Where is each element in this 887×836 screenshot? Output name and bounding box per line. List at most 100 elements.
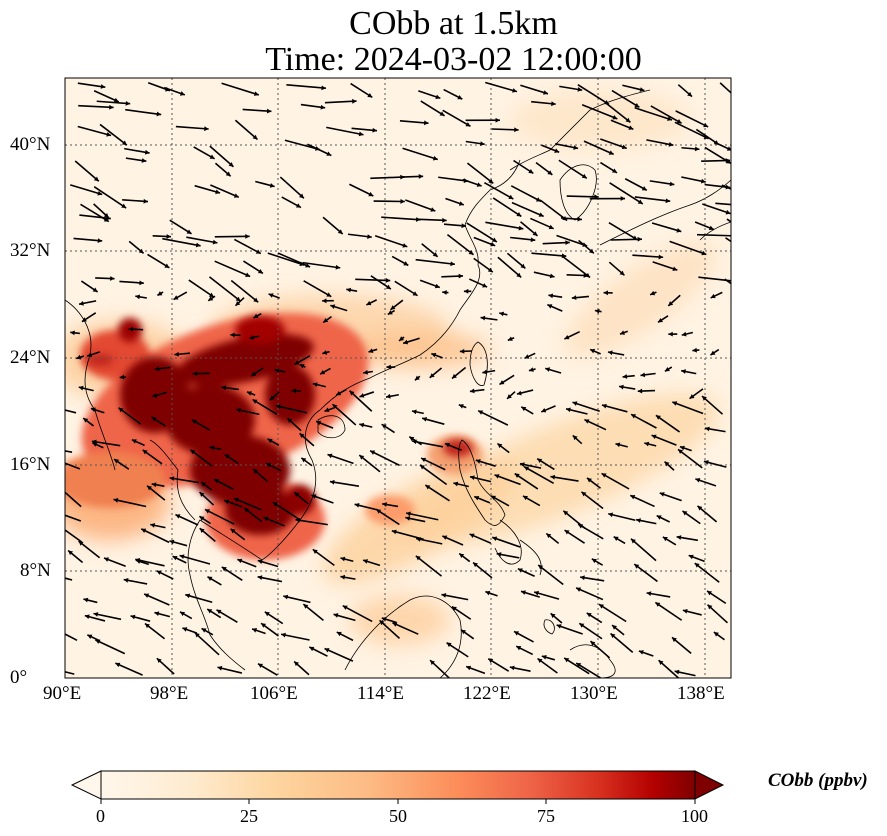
wind-arrow-head	[323, 318, 329, 323]
wind-arrow-head	[312, 549, 318, 554]
wind-arrow-shaft	[188, 279, 215, 298]
wind-arrow-head	[550, 474, 556, 480]
wind-arrow-head	[257, 269, 263, 274]
wind-arrow-shaft	[629, 494, 655, 508]
wind-arrow-head	[45, 404, 50, 409]
wind-arrow-head	[379, 620, 385, 626]
lon-tick-106e: 106°E	[250, 683, 298, 704]
wind-arrow-head	[441, 593, 447, 598]
wind-arrow-head	[545, 367, 551, 372]
wind-arrow-head	[92, 442, 98, 447]
wind-arrow-head	[119, 374, 125, 380]
wind-arrow-head	[532, 231, 538, 236]
wind-arrow-head	[458, 201, 464, 206]
wind-arrow-head	[128, 326, 134, 332]
wind-arrow-head	[432, 155, 438, 161]
wind-arrow-shaft	[326, 126, 364, 136]
wind-arrow-head	[76, 354, 82, 360]
wind-arrow-head	[524, 466, 530, 471]
wind-arrow-head	[598, 604, 604, 609]
wind-arrow-shaft	[275, 404, 308, 414]
wind-arrow-head	[603, 290, 609, 296]
wind-arrow-head	[621, 144, 627, 150]
wind-arrow-shaft	[523, 465, 555, 485]
wind-arrow-shaft	[702, 203, 731, 215]
wind-arrow-head	[681, 369, 686, 374]
wind-arrow-head	[324, 407, 330, 413]
wind-arrow-head	[611, 168, 617, 173]
wind-arrow-shaft	[539, 199, 568, 222]
wind-arrow-shaft	[610, 632, 634, 653]
wind-arrow-shaft	[324, 100, 357, 104]
wind-arrow-shaft	[65, 514, 82, 522]
wind-arrow-head	[412, 439, 417, 445]
wind-arrow-shaft	[65, 670, 75, 675]
wind-arrow-head	[139, 280, 144, 286]
wind-arrow-head	[548, 293, 554, 299]
wind-arrow-shaft	[654, 601, 683, 621]
wind-arrow-head	[294, 360, 300, 365]
wind-arrow-head	[475, 459, 481, 464]
wind-arrow-head	[327, 453, 333, 459]
wind-arrow-head	[638, 650, 644, 655]
wind-arrow-head	[453, 481, 459, 487]
wind-arrow-head	[634, 102, 640, 108]
wind-arrow-head	[655, 602, 661, 607]
wind-arrow-head	[667, 116, 673, 121]
wind-arrow-shaft	[415, 537, 443, 545]
wind-arrow-head	[58, 460, 63, 464]
wind-arrow-head	[485, 590, 491, 596]
wind-arrow-head	[261, 623, 267, 628]
wind-arrow-head	[253, 313, 259, 319]
wind-arrow-shaft	[634, 196, 671, 203]
wind-arrow-head	[332, 404, 338, 409]
wind-arrow-shaft	[608, 222, 638, 241]
wind-arrow-head	[324, 648, 330, 653]
wind-arrow-head	[566, 407, 571, 413]
wind-arrow-head	[646, 591, 652, 596]
wind-arrow-head	[320, 104, 326, 110]
wind-arrow-head	[179, 554, 185, 560]
wind-arrow-head	[412, 291, 418, 296]
wind-arrow-head	[490, 495, 496, 501]
wind-arrow-shaft	[286, 84, 327, 90]
wind-arrow-shaft	[295, 518, 328, 526]
wind-arrow-head	[381, 616, 387, 622]
wind-arrow-shaft	[609, 182, 644, 205]
wind-arrow-head	[637, 199, 643, 204]
wind-arrow-head	[445, 442, 450, 448]
wind-arrow-head	[295, 203, 301, 208]
wind-arrow-head	[591, 558, 597, 564]
wind-arrow-head	[299, 193, 304, 199]
wind-arrow-head	[199, 516, 205, 521]
wind-arrow-head	[186, 229, 192, 234]
wind-arrow-head	[581, 173, 587, 179]
wind-arrow-head	[564, 530, 570, 535]
wind-arrow-head	[268, 293, 274, 298]
wind-arrow-shaft	[577, 523, 604, 540]
wind-arrow-head	[708, 225, 714, 231]
wind-arrow-head	[366, 300, 372, 306]
wind-arrow-head	[704, 426, 710, 432]
wind-arrow-head	[549, 273, 555, 279]
wind-arrow-shaft	[420, 457, 446, 471]
wind-arrow-head	[359, 455, 365, 460]
wind-arrow-head	[322, 350, 328, 355]
wind-arrow-head	[537, 458, 543, 464]
wind-arrow-head	[508, 194, 514, 200]
wind-arrow-shaft	[93, 185, 127, 209]
wind-arrow-head	[403, 339, 409, 345]
wind-arrow-head	[269, 395, 275, 401]
wind-arrow-head	[588, 248, 594, 254]
wind-arrow-head	[123, 577, 129, 583]
wind-arrow-head	[141, 528, 147, 533]
wind-arrow-head	[252, 134, 258, 140]
wind-arrow-head	[295, 517, 301, 523]
wind-arrow-head	[274, 368, 280, 373]
wind-arrow-head	[305, 263, 311, 268]
wind-arrow-head	[321, 85, 326, 91]
wind-arrow-shaft	[162, 237, 201, 247]
wind-arrow-shaft	[556, 624, 583, 635]
wind-arrow-shaft	[441, 593, 469, 601]
wind-arrow-head	[172, 555, 178, 561]
